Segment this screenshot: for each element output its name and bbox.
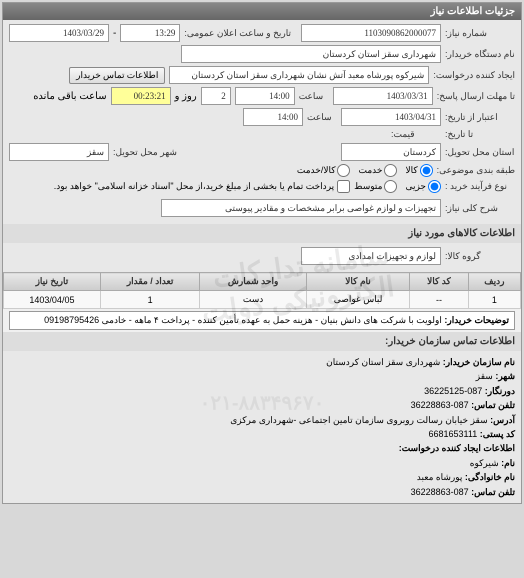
cell-date: 1403/04/05 — [4, 291, 101, 309]
goods-form: گروه کالا: — [3, 243, 521, 272]
cell-code: -- — [410, 291, 469, 309]
cell-unit: دست — [200, 291, 307, 309]
th-name: نام کالا — [306, 273, 409, 291]
remaining-time-input[interactable] — [111, 87, 171, 105]
row-need-title: شرح کلی نیاز: — [9, 199, 515, 217]
row-need-no: شماره نیاز: تاریخ و ساعت اعلان عمومی: - — [9, 24, 515, 42]
group-label: گروه کالا: — [445, 251, 515, 262]
need-title-label: شرح کلی نیاز: — [445, 203, 515, 214]
row-category: طبقه بندی موضوعی: کالا خدمت کالا/خدمت — [9, 164, 515, 177]
panel-header: جزئیات اطلاعات نیاز — [3, 3, 521, 20]
table-row[interactable]: 1 -- لباس غواصی دست 1 1403/04/05 — [4, 291, 521, 309]
row-group: گروه کالا: — [9, 247, 515, 265]
th-qty: تعداد / مقدار — [100, 273, 199, 291]
creator-surname: پورشاه معبد — [417, 472, 463, 482]
main-panel: جزئیات اطلاعات نیاز شماره نیاز: تاریخ و … — [2, 2, 522, 504]
radio-goods[interactable]: کالا — [405, 164, 432, 177]
row-purchase-type: نوع فرآیند خرید : جزیی متوسط پرداخت تمام… — [9, 180, 515, 193]
phone-label: تلفن تماس: — [471, 400, 515, 410]
th-date: تاریخ نیاز — [4, 273, 101, 291]
deadline-date-input[interactable] — [333, 87, 433, 105]
row-requester: ایجاد کننده درخواست: اطلاعات تماس خریدار — [9, 66, 515, 84]
purchase-note-checkbox[interactable]: پرداخت تمام یا بخشی از مبلغ خرید،از محل … — [54, 180, 350, 193]
announce-time-input[interactable] — [120, 24, 180, 42]
category-radio-group: کالا خدمت کالا/خدمت — [297, 164, 433, 177]
fax-label: دورنگار: — [485, 386, 515, 396]
radio-service[interactable]: خدمت — [358, 164, 397, 177]
radio-goods-service[interactable]: کالا/خدمت — [297, 164, 351, 177]
city-label: شهر: — [495, 371, 515, 381]
postal-label: کد پستی: — [480, 429, 515, 439]
announce-label: تاریخ و ساعت اعلان عمومی: — [184, 28, 291, 39]
radio-medium[interactable]: متوسط — [354, 180, 397, 193]
th-code: کد کالا — [410, 273, 469, 291]
fax-value: 087-36225125 — [424, 386, 482, 396]
contact-section: نام سازمان خریدار: شهرداری سقز استان کرد… — [3, 351, 521, 503]
purchase-type-label: نوع فرآیند خرید : — [445, 181, 515, 192]
deadline-time-input[interactable] — [235, 87, 295, 105]
need-no-label: شماره نیاز: — [445, 28, 515, 39]
cell-qty: 1 — [100, 291, 199, 309]
announce-date-input[interactable] — [9, 24, 109, 42]
requester-label: ایجاد کننده درخواست: — [433, 70, 515, 81]
validity-to-label: تا تاریخ: — [445, 129, 515, 140]
cell-name: لباس غواصی — [306, 291, 409, 309]
table-header-row: ردیف کد کالا نام کالا واحد شمارش تعداد /… — [4, 273, 521, 291]
remaining-days-input[interactable] — [201, 87, 231, 105]
need-no-input[interactable] — [301, 24, 441, 42]
requester-input[interactable] — [169, 66, 429, 84]
goods-section-title: اطلاعات کالاهای مورد نیاز — [3, 224, 521, 243]
creator-name: شیرکوه — [470, 458, 499, 468]
creator-surname-label: نام خانوادگی: — [465, 472, 515, 482]
group-input[interactable] — [301, 247, 441, 265]
form-area: شماره نیاز: تاریخ و ساعت اعلان عمومی: - … — [3, 20, 521, 224]
validity-date-input[interactable] — [341, 108, 441, 126]
goods-table: ردیف کد کالا نام کالا واحد شمارش تعداد /… — [3, 272, 521, 309]
row-validity-to: تا تاریخ: قیمت: — [9, 129, 515, 140]
contact-button[interactable]: اطلاعات تماس خریدار — [69, 67, 165, 84]
org-name-label: نام سازمان خریدار: — [443, 357, 515, 367]
delivery-city-input[interactable] — [9, 143, 109, 161]
radio-partial[interactable]: جزیی — [405, 180, 441, 193]
creator-phone: 087-36228863 — [411, 487, 469, 497]
price-label: قیمت: — [391, 129, 441, 140]
validity-label: اعتبار از تاریخ: — [445, 112, 515, 123]
creator-phone-label: تلفن تماس: — [471, 487, 515, 497]
contact-section-title: اطلاعات تماس سازمان خریدار: — [3, 332, 521, 351]
validity-time-input[interactable] — [243, 108, 303, 126]
category-label: طبقه بندی موضوعی: — [437, 165, 515, 176]
phone-value: 087-36228863 — [411, 400, 469, 410]
buyer-notes-text: اولویت با شرکت های دانش بنیان - هزینه حم… — [44, 315, 442, 325]
buyer-notes-box: توضیحات خریدار: اولویت با شرکت های دانش … — [9, 311, 515, 330]
delivery-province-label: استان محل تحویل: — [445, 147, 515, 158]
city-value: سقز — [476, 371, 493, 381]
buyer-org-input[interactable] — [181, 45, 441, 63]
th-index: ردیف — [468, 273, 520, 291]
postal-value: 6681653111 — [429, 429, 478, 439]
org-name: شهرداری سقز استان کردستان — [326, 357, 440, 367]
panel-title: جزئیات اطلاعات نیاز — [431, 6, 515, 17]
delivery-province-input[interactable] — [341, 143, 441, 161]
th-unit: واحد شمارش — [200, 273, 307, 291]
creator-section-label: اطلاعات ایجاد کننده درخواست: — [399, 443, 515, 453]
purchase-type-radio-group: جزیی متوسط — [354, 180, 441, 193]
row-validity: اعتبار از تاریخ: ساعت — [9, 108, 515, 126]
days-label: روز و — [175, 91, 197, 102]
creator-name-label: نام: — [501, 458, 515, 468]
buyer-notes-label: توضیحات خریدار: — [444, 315, 509, 325]
delivery-city-label: شهر محل تحویل: — [113, 147, 183, 158]
remaining-label: ساعت باقی مانده — [33, 91, 106, 102]
address-value: سقز خیابان رسالت روبروی سازمان تامین اجت… — [230, 415, 487, 425]
deadline-label: تا مهلت ارسال پاسخ: — [437, 91, 515, 102]
buyer-org-label: نام دستگاه خریدار: — [445, 49, 515, 60]
cell-index: 1 — [468, 291, 520, 309]
row-delivery: استان محل تحویل: شهر محل تحویل: — [9, 143, 515, 161]
need-title-input[interactable] — [161, 199, 441, 217]
purchase-note: پرداخت تمام یا بخشی از مبلغ خرید،از محل … — [54, 181, 334, 192]
row-deadline: تا مهلت ارسال پاسخ: ساعت روز و ساعت باقی… — [9, 87, 515, 105]
row-buyer-org: نام دستگاه خریدار: — [9, 45, 515, 63]
address-label: آدرس: — [490, 415, 515, 425]
